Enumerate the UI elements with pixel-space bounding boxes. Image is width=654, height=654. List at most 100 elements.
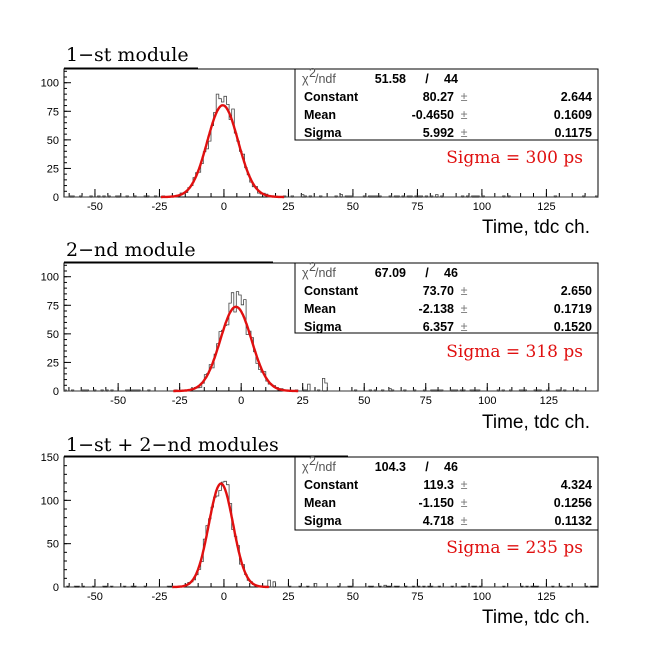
panel-title: 1−st + 2−nd modules xyxy=(66,434,279,456)
stat-label: Mean xyxy=(304,496,336,510)
x-tick-label: 0 xyxy=(221,591,227,603)
stat-error: 0.1719 xyxy=(554,302,592,316)
x-tick-label: -50 xyxy=(110,395,126,407)
y-tick-label: 0 xyxy=(53,192,59,204)
stats-box-frame xyxy=(294,68,599,141)
x-tick-label: -50 xyxy=(87,201,103,213)
stats-box-frame xyxy=(294,262,599,334)
stat-error: 0.1256 xyxy=(554,496,592,510)
gaussian-fit-curve xyxy=(172,482,270,589)
gaussian-fit-curve xyxy=(160,104,285,199)
stat-pm: ± xyxy=(461,302,468,316)
stat-error: 0.1132 xyxy=(554,514,592,528)
stat-label: Sigma xyxy=(304,514,343,528)
y-tick-label: 100 xyxy=(41,272,59,284)
x-tick-label: 0 xyxy=(221,201,227,213)
y-tick-label: 50 xyxy=(47,135,59,147)
stats-box: χ 2/ndf 67.09 / 46 Constant 73.70 ±2.650 Mean -2.… xyxy=(294,260,599,334)
chi2-ndf-label: /ndf xyxy=(315,266,336,280)
ndf-value: 46 xyxy=(444,266,458,280)
histogram xyxy=(63,291,598,392)
stat-pm: ± xyxy=(461,478,468,492)
stat-value: -1.150 xyxy=(419,496,454,510)
stat-label: Constant xyxy=(304,284,359,298)
stat-value: 73.70 xyxy=(423,284,454,298)
y-tick-label: 0 xyxy=(53,386,59,398)
stat-pm: ± xyxy=(461,284,468,298)
x-tick-label: 50 xyxy=(347,201,359,213)
y-tick-label: 75 xyxy=(47,300,59,312)
x-tick-label: 75 xyxy=(411,201,423,213)
stats-box: χ 2/ndf 51.58 / 44 Constant 80.27 ±2.644 Mean -0.… xyxy=(294,66,599,141)
panel-title: 1−st module xyxy=(66,44,189,66)
stat-value: 119.3 xyxy=(423,478,454,492)
stat-error: 0.1520 xyxy=(554,320,592,334)
y-tick-label: 75 xyxy=(47,106,59,118)
y-tick-label: 100 xyxy=(41,78,59,90)
x-tick-label: -25 xyxy=(151,591,167,603)
x-tick-label: 100 xyxy=(473,201,491,213)
x-tick-label: -50 xyxy=(87,591,103,603)
ndf-value: 44 xyxy=(444,72,458,86)
x-axis-title: Time, tdc ch. xyxy=(482,217,590,238)
stat-label: Sigma xyxy=(304,126,343,140)
chi2-symbol: χ xyxy=(302,460,309,474)
stat-label: Constant xyxy=(304,478,359,492)
x-tick-label: 75 xyxy=(420,395,432,407)
chi2-value: 67.09 xyxy=(375,266,406,280)
y-tick-label: 50 xyxy=(47,539,59,551)
stat-value: 6.357 xyxy=(423,320,454,334)
x-tick-label: 25 xyxy=(297,395,309,407)
y-tick-label: 150 xyxy=(41,452,59,464)
x-axis-title: Time, tdc ch. xyxy=(482,412,590,433)
x-tick-label: 50 xyxy=(358,395,370,407)
stat-value: -0.4650 xyxy=(412,108,454,122)
stat-error: 2.650 xyxy=(561,284,592,298)
histogram xyxy=(64,93,599,198)
panel-2: 2−nd module 0 25 50 75 100 -50 -25 0 25 50 75 100 125… xyxy=(41,239,599,433)
x-tick-label: -25 xyxy=(172,395,188,407)
stat-value: -2.138 xyxy=(419,302,454,316)
y-tick-label: 50 xyxy=(47,329,59,341)
chi2-value: 51.58 xyxy=(375,72,406,86)
chi2-symbol: χ xyxy=(302,72,309,86)
stat-label: Mean xyxy=(304,108,336,122)
gaussian-fit-curve xyxy=(173,305,299,393)
stat-error: 0.1609 xyxy=(554,108,592,122)
y-tick-label: 25 xyxy=(47,163,59,175)
x-tick-label: 25 xyxy=(282,591,294,603)
chi2-separator: / xyxy=(425,266,429,280)
y-tick-label: 100 xyxy=(41,495,59,507)
x-tick-label: 125 xyxy=(537,591,555,603)
stat-label: Sigma xyxy=(304,320,343,334)
stat-pm: ± xyxy=(461,108,468,122)
chi2-separator: / xyxy=(425,72,429,86)
sigma-annotation: Sigma = 300 ps xyxy=(446,148,583,168)
x-tick-label: 25 xyxy=(282,201,294,213)
x-tick-label: 75 xyxy=(411,591,423,603)
x-axis-title: Time, tdc ch. xyxy=(482,607,590,628)
stat-value: 4.718 xyxy=(423,514,454,528)
stat-label: Constant xyxy=(304,90,359,104)
x-tick-label: 0 xyxy=(238,395,244,407)
stat-pm: ± xyxy=(461,496,468,510)
stat-error: 2.644 xyxy=(561,90,592,104)
chi2-ndf-label: /ndf xyxy=(315,72,336,86)
chi2-symbol: χ xyxy=(302,266,309,280)
stats-box: χ 2/ndf 104.3 / 46 Constant 119.3 ±4.324 Mean -1.… xyxy=(294,454,599,531)
stat-value: 5.992 xyxy=(423,126,454,140)
stat-pm: ± xyxy=(461,90,468,104)
panel-1: 1−st module 0 25 50 75 100 -50 -25 0 25 50 75 100 125… xyxy=(41,44,599,238)
ndf-value: 46 xyxy=(444,460,458,474)
stat-error: 4.324 xyxy=(561,478,592,492)
stat-value: 80.27 xyxy=(423,90,454,104)
x-tick-label: 125 xyxy=(537,201,555,213)
chi2-superscript: 2 xyxy=(309,260,316,274)
stat-pm: ± xyxy=(461,514,468,528)
stat-error: 0.1175 xyxy=(554,126,592,140)
panel-3: 1−st + 2−nd modules 0 50 100 150 -50 -25 0 25 50 7… xyxy=(41,434,599,628)
x-tick-label: 125 xyxy=(540,395,558,407)
chi2-separator: / xyxy=(425,460,429,474)
chi2-superscript: 2 xyxy=(309,454,316,468)
